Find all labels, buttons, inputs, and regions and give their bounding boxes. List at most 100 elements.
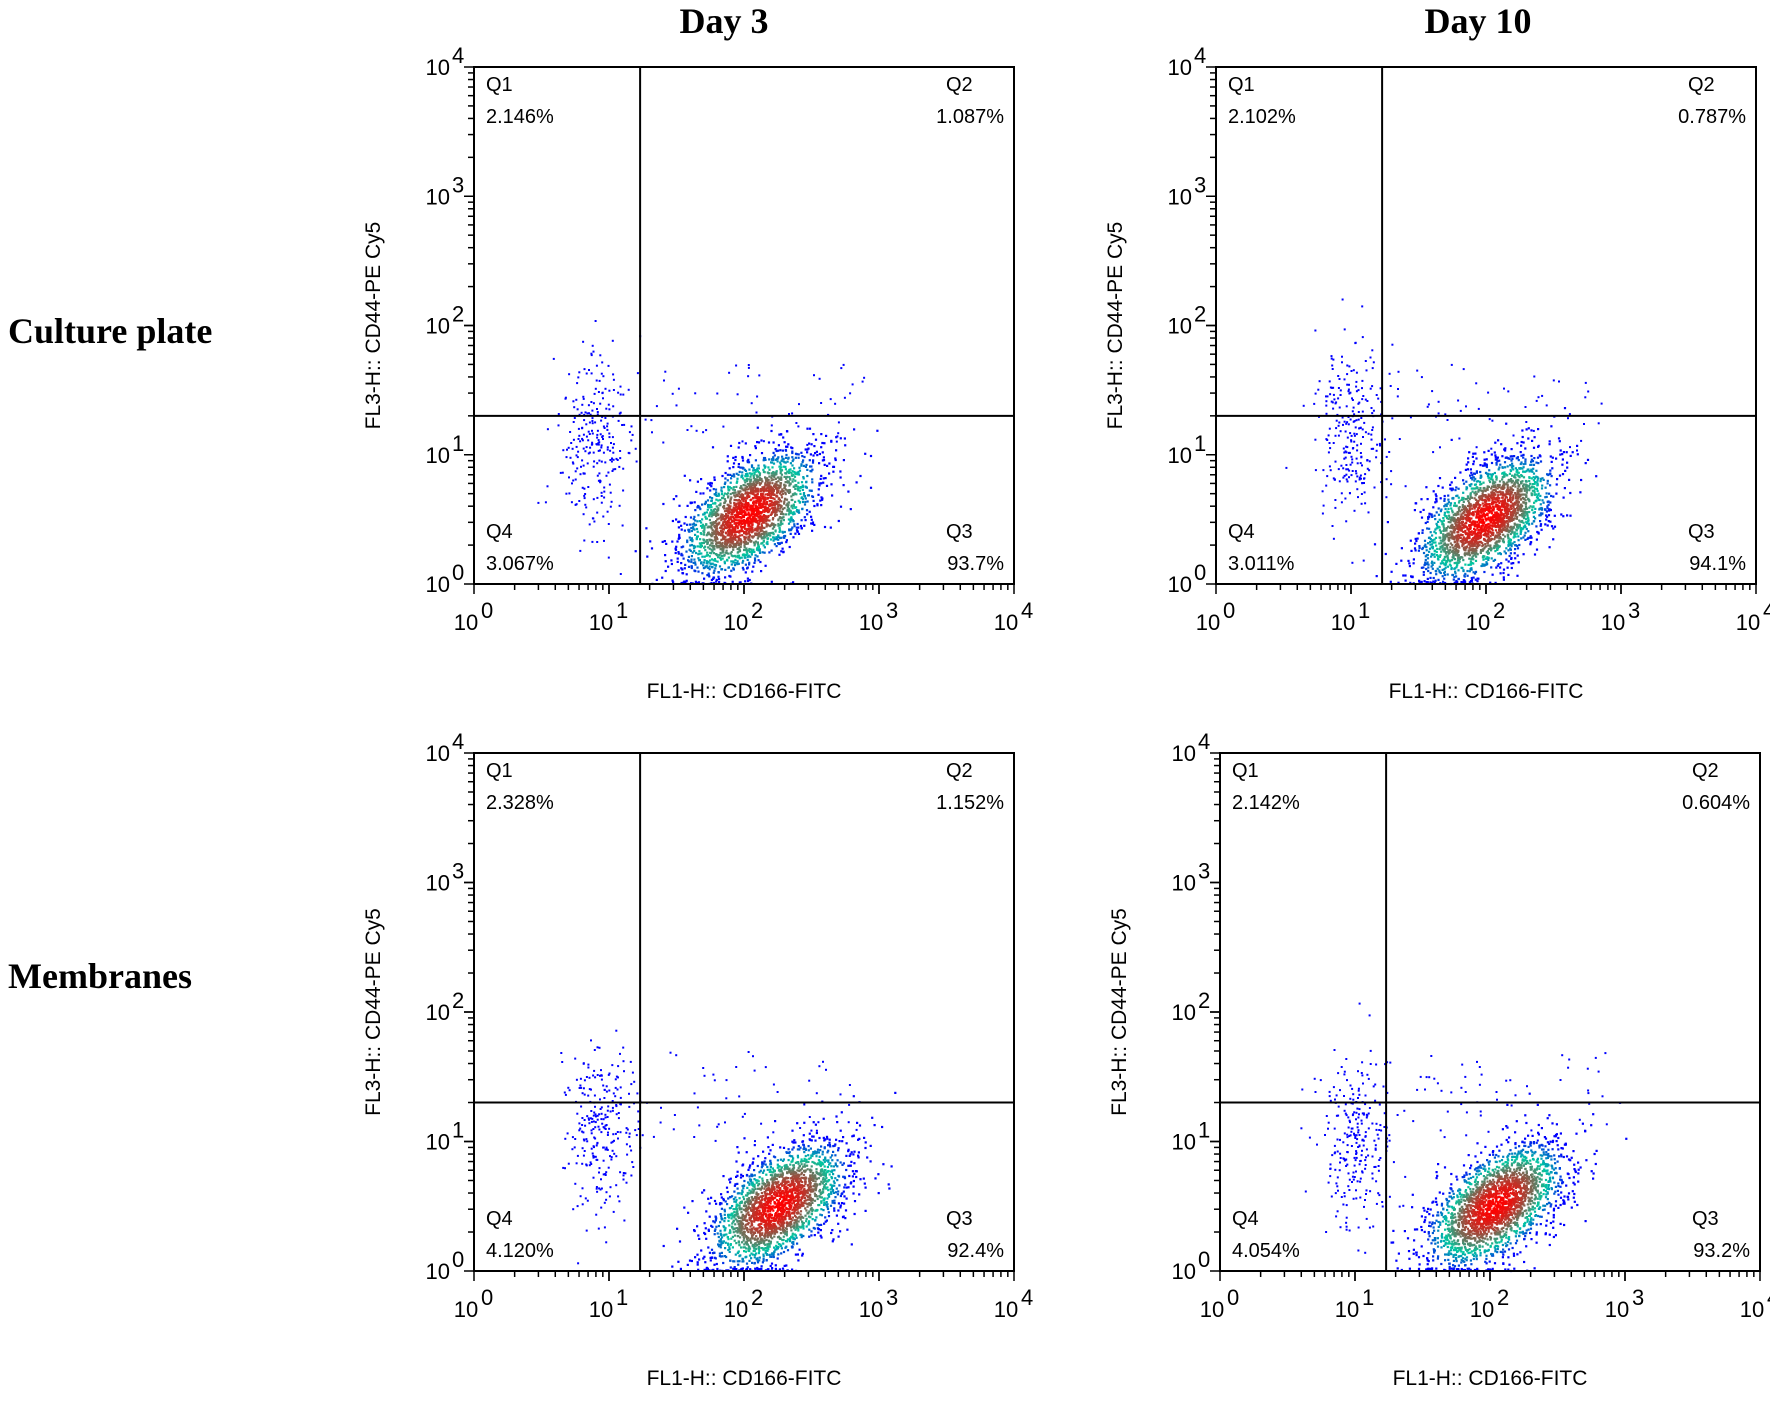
event-dot: [1455, 504, 1458, 507]
event-dot: [1511, 514, 1514, 517]
event-dot: [723, 482, 726, 486]
event-dot: [1468, 581, 1471, 584]
event-dot: [745, 513, 748, 516]
event-dot: [731, 542, 734, 545]
event-dot: [1457, 561, 1460, 564]
event-dot: [764, 509, 767, 512]
event-dot: [750, 464, 754, 467]
event-dot: [706, 487, 709, 490]
event-dot: [767, 481, 770, 484]
event-dot: [756, 395, 759, 398]
event-dot: [713, 548, 716, 551]
event-dot: [735, 481, 738, 484]
event-dot: [1486, 503, 1489, 506]
event-dot: [707, 572, 710, 575]
event-dot: [825, 484, 829, 487]
event-dot: [703, 513, 706, 516]
event-dot: [750, 514, 753, 517]
event-dot: [778, 529, 782, 532]
event-dot: [585, 506, 588, 509]
event-dot: [1533, 553, 1537, 556]
event-dot: [796, 488, 799, 491]
event-dot: [787, 503, 790, 507]
event-dot: [787, 470, 790, 473]
event-dot: [1429, 540, 1432, 544]
event-dot: [1483, 451, 1486, 454]
event-dot: [585, 423, 588, 426]
event-dot: [803, 494, 806, 498]
event-dot: [731, 531, 734, 534]
event-dot: [1516, 532, 1519, 535]
event-dot: [805, 463, 808, 466]
event-dot: [704, 515, 707, 518]
event-dot: [783, 530, 786, 534]
event-dot: [727, 485, 730, 488]
event-dot: [1477, 513, 1480, 516]
event-dot: [747, 511, 750, 514]
event-dot: [1434, 528, 1437, 531]
event-dot: [1504, 526, 1507, 529]
event-dot: [1457, 520, 1460, 523]
event-dot: [714, 564, 717, 567]
event-dot: [774, 506, 777, 509]
event-dot: [1521, 504, 1524, 508]
event-dot: [769, 513, 772, 516]
event-dot: [596, 496, 599, 499]
event-dot: [687, 555, 690, 558]
event-dot: [602, 451, 605, 454]
event-dot: [621, 524, 624, 527]
event-dot: [703, 528, 706, 531]
event-dot: [748, 563, 751, 566]
event-dot: [1545, 514, 1548, 517]
event-dot: [1457, 507, 1460, 510]
event-dot: [798, 466, 801, 469]
event-dot: [740, 541, 743, 544]
event-dot: [762, 496, 765, 499]
event-dot: [1514, 508, 1517, 511]
event-dot: [728, 510, 731, 513]
event-dot: [1477, 510, 1481, 513]
event-dot: [595, 364, 598, 367]
event-dot: [628, 431, 631, 434]
event-dot: [774, 511, 777, 514]
event-dot: [770, 479, 773, 482]
event-dot: [1533, 501, 1536, 504]
event-dot: [1449, 536, 1452, 539]
event-dot: [1479, 470, 1482, 474]
event-dot: [778, 498, 781, 501]
event-dot: [823, 442, 826, 445]
event-dot: [1458, 557, 1461, 561]
event-dot: [1474, 578, 1477, 581]
event-dot: [1464, 549, 1467, 552]
event-dot: [1512, 506, 1515, 509]
event-dot: [724, 568, 727, 571]
event-dot: [743, 489, 746, 492]
event-dot: [759, 530, 762, 533]
event-dot: [739, 543, 742, 546]
event-dot: [732, 567, 735, 570]
event-dot: [801, 455, 804, 458]
event-dot: [822, 459, 826, 462]
event-dot: [734, 538, 737, 541]
event-dot: [1497, 539, 1500, 542]
event-dot: [1426, 498, 1429, 501]
event-dot: [588, 421, 591, 424]
event-dot: [1485, 519, 1488, 522]
event-dot: [774, 448, 777, 451]
event-dot: [1429, 571, 1432, 575]
event-dot: [787, 443, 790, 446]
event-dot: [752, 481, 755, 484]
event-dot: [1525, 480, 1528, 483]
event-dot: [753, 542, 756, 545]
event-dot: [746, 566, 749, 569]
event-dot: [1489, 535, 1492, 538]
event-dot: [688, 528, 691, 531]
event-dot: [746, 491, 749, 494]
event-dot: [1433, 581, 1436, 584]
event-dot: [771, 489, 774, 492]
event-dot: [769, 502, 772, 505]
event-dot: [1479, 476, 1482, 479]
event-dot: [727, 518, 730, 521]
event-dot: [586, 462, 589, 465]
event-dot: [792, 473, 795, 476]
